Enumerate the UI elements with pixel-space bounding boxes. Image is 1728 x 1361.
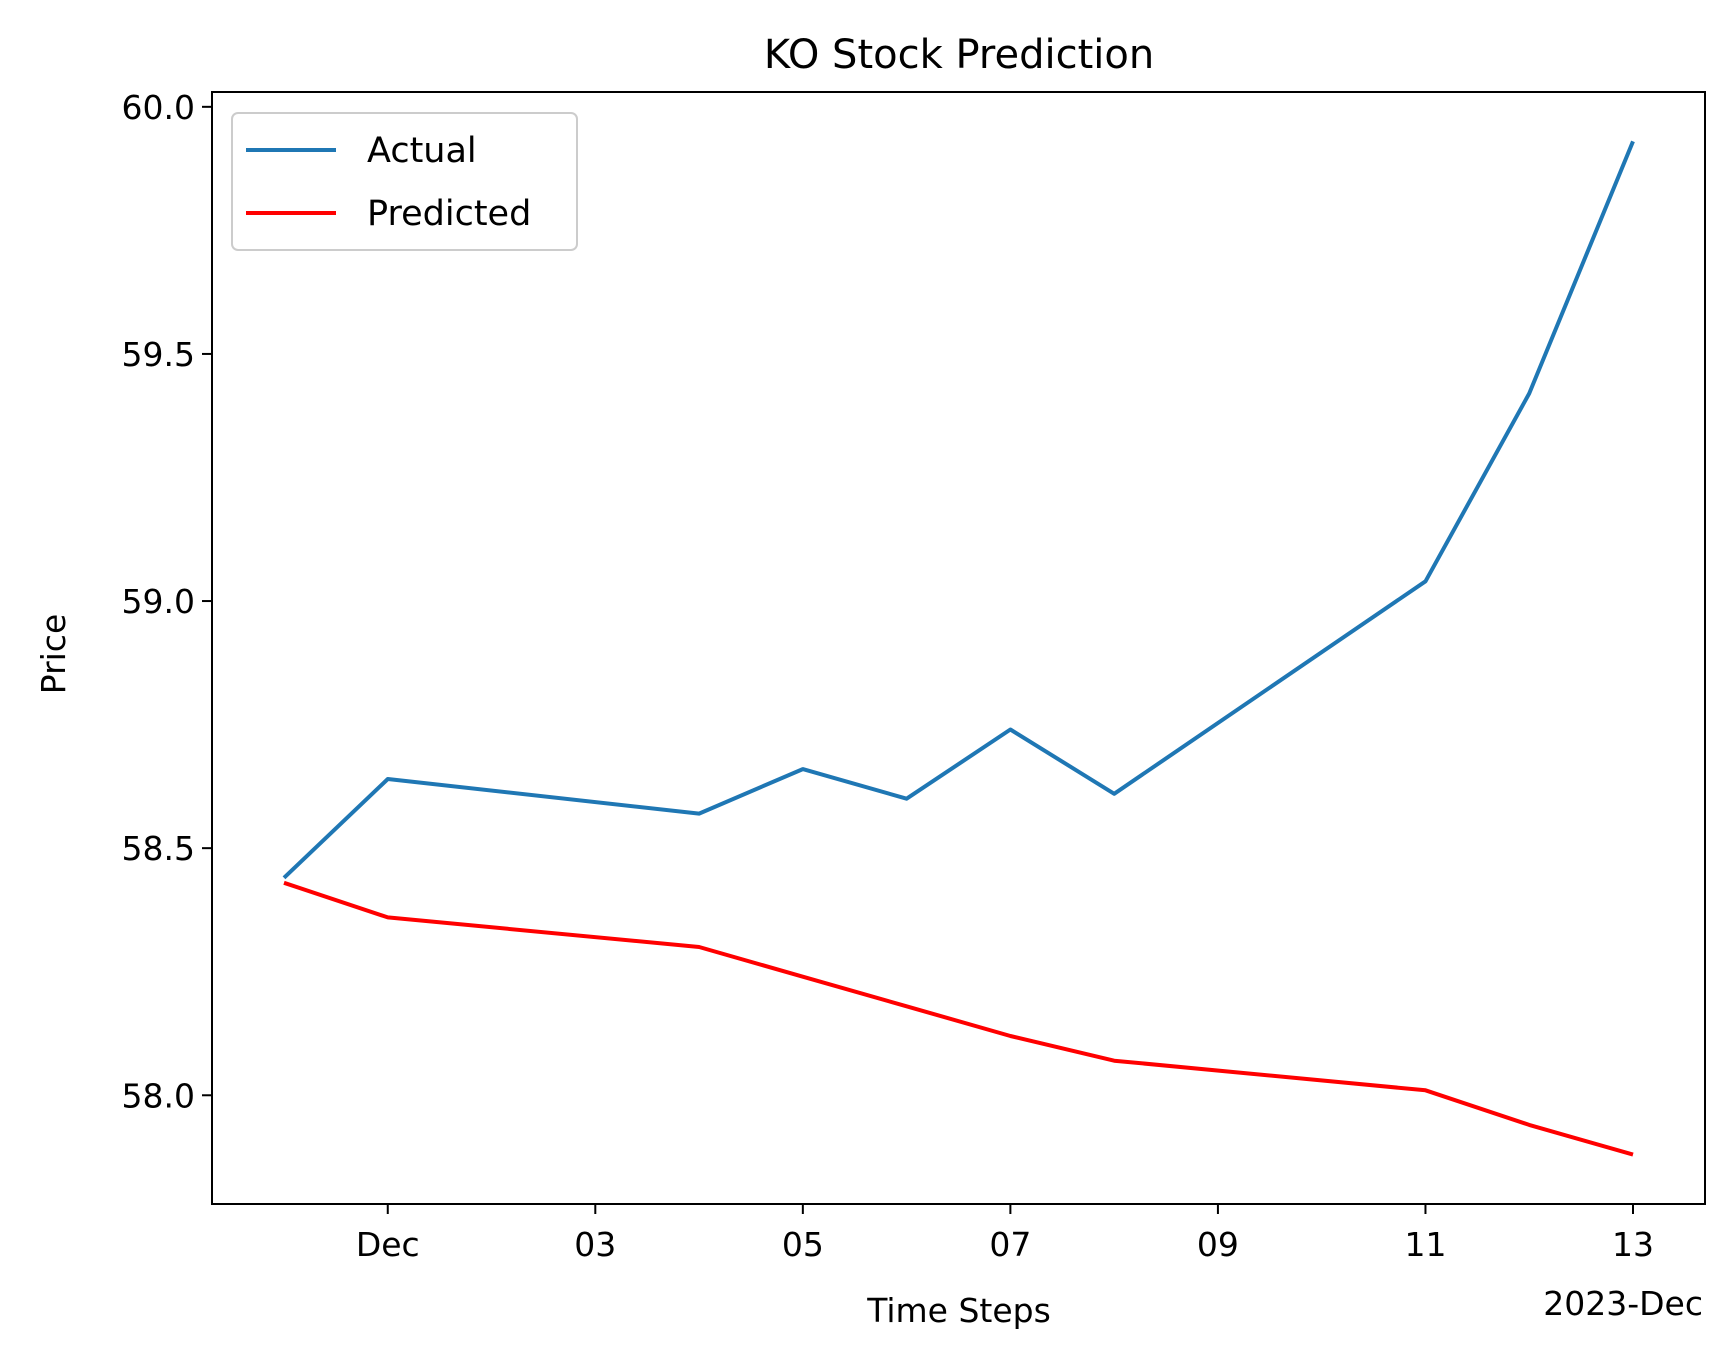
x-tick-label: 13: [1612, 1225, 1654, 1264]
y-axis-ticks: 58.0 58.5 59.0 59.5 60.0: [122, 88, 212, 1115]
y-tick-label: 59.0: [122, 582, 195, 621]
x-tick-label: 11: [1404, 1225, 1446, 1264]
y-tick-label: 60.0: [122, 88, 195, 127]
plot-area: 58.0 58.5 59.0 59.5 60.0 Dec 03 05 07 09 11 13: [122, 88, 1706, 1264]
series-lines: [282, 140, 1635, 1157]
legend-entry-label: Predicted: [367, 194, 531, 234]
chart-title: KO Stock Prediction: [764, 32, 1154, 78]
x-tick-label: Dec: [356, 1225, 420, 1264]
y-tick-label: 58.0: [122, 1076, 195, 1115]
legend-entry-label: Actual: [367, 131, 477, 171]
y-tick-label: 59.5: [122, 335, 195, 374]
series-line-actual: [282, 140, 1635, 880]
y-axis-label: Price: [34, 614, 73, 695]
plot-frame: [211, 91, 1706, 1205]
x-tick-label: 07: [989, 1225, 1031, 1264]
series-line-predicted: [283, 880, 1634, 1157]
x-tick-label: 05: [782, 1225, 824, 1264]
legend-box: [231, 112, 578, 251]
x-axis-ticks: Dec 03 05 07 09 11 13: [356, 1204, 1654, 1264]
legend: Actual Predicted: [231, 112, 578, 251]
x-axis-label: Time Steps: [866, 1291, 1051, 1330]
y-tick-label: 58.5: [122, 829, 195, 868]
x-tick-label: 03: [574, 1225, 616, 1264]
x-tick-label: 09: [1197, 1225, 1239, 1264]
x-axis-offset-label: 2023-Dec: [1543, 1284, 1703, 1323]
